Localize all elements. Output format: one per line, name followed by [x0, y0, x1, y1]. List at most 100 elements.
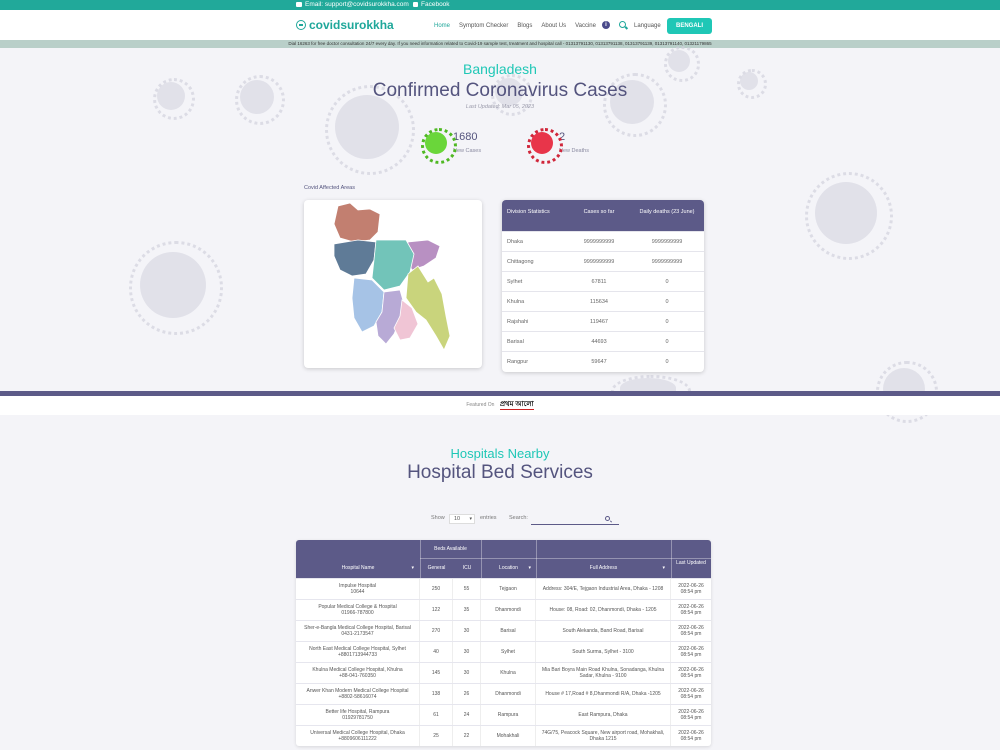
division-cases: 119467 [590, 318, 608, 325]
nav-blogs[interactable]: Blogs [517, 23, 533, 29]
entries-per-page-select[interactable]: 10 [449, 514, 475, 524]
nav-symptom-checker[interactable]: Symptom Checker [459, 23, 509, 29]
icu-header[interactable]: ICU [453, 565, 481, 571]
location-cell: Barisal [481, 621, 536, 641]
hospital-beds-table: Beds Available Hospital Name ▾ General I… [296, 540, 711, 746]
virus-decoration-icon [152, 77, 196, 121]
prothom-alo-logo[interactable]: প্রথম আলো [499, 400, 534, 410]
map-region-rangpur [333, 202, 381, 243]
division-deaths: 0 [665, 298, 669, 305]
updated-date: 2022-06-26 [678, 645, 704, 652]
address-cell: 74G/75, Peacock Square, New airport road… [536, 726, 671, 746]
location-header[interactable]: Location ▾ [481, 565, 536, 571]
affected-areas-map[interactable] [304, 200, 482, 368]
table-row: Universal Medical College Hospital, Dhak… [296, 725, 711, 746]
nav-home[interactable]: Home [434, 23, 451, 29]
division-cases: 67811 [591, 278, 607, 285]
table-row: Better life Hospital, Rampura 01929781750… [296, 704, 711, 725]
email-contact[interactable]: Email: support@covidsurokkha.com [296, 1, 409, 8]
main-navbar: covidsurokkha Home Symptom Checker Blogs… [0, 10, 1000, 40]
updated-time: 08:54 pm [680, 736, 702, 742]
full-address-header[interactable]: Full Address ▾ [536, 565, 671, 571]
location-cell: Sylhet [481, 642, 536, 662]
updated-date: 2022-06-26 [678, 729, 704, 736]
bengali-language-button[interactable]: BENGALI [667, 18, 712, 34]
general-beds-cell: 270 [420, 621, 453, 641]
section-divider [0, 391, 1000, 396]
hospital-phone: +8802-58616074 [338, 694, 377, 700]
icu-beds-cell: 26 [453, 684, 481, 704]
language-label[interactable]: Language [634, 23, 661, 29]
facebook-link[interactable]: Facebook [413, 1, 450, 8]
icu-beds-cell: 55 [453, 579, 481, 599]
hospital-name: Universal Medical College Hospital, Dhak… [310, 729, 405, 736]
sort-chevron-icon[interactable]: ▾ [411, 565, 414, 571]
hospital-table-header: Beds Available Hospital Name ▾ General I… [296, 540, 711, 578]
icu-beds-cell: 24 [453, 705, 481, 725]
nav-vaccine[interactable]: Vaccine [575, 23, 596, 29]
show-label: Show [431, 515, 445, 521]
hospitals-subtitle: Hospitals Nearby [450, 446, 550, 461]
division-row: Dhaka 9999999999 9999999999 [502, 231, 704, 251]
site-logo[interactable]: covidsurokkha [296, 18, 394, 32]
division-deaths: 9999999999 [651, 258, 683, 265]
location-cell: Mohakhali [481, 726, 536, 746]
table-row: Impulse Hospital 10644 250 55 Tejgaon Add… [296, 578, 711, 599]
hospital-name-cell: Anwer Khan Modern Medical College Hospit… [296, 684, 420, 704]
location-cell: Dhanmondi [481, 684, 536, 704]
bangladesh-map [333, 202, 451, 351]
header-label: Location [499, 565, 518, 571]
search-icon[interactable] [605, 516, 610, 521]
featured-label: Featured On [466, 402, 495, 408]
general-beds-cell: 145 [420, 663, 453, 683]
division-table-header: Division Statistics Cases so far Daily d… [502, 200, 704, 231]
hospital-search-input[interactable] [531, 514, 619, 525]
search-icon[interactable] [619, 21, 626, 28]
updated-time: 08:54 pm [680, 694, 702, 700]
nav-menu: Home Symptom Checker Blogs About Us Vacc… [434, 23, 605, 29]
logo-text: covidsurokkha [309, 18, 394, 32]
header-divider [420, 540, 421, 578]
division-row: Rangpur 59647 0 [502, 351, 704, 371]
sort-chevron-icon[interactable]: ▾ [528, 565, 531, 571]
table-row: Popular Medical College & Hospital 01966-… [296, 599, 711, 620]
new-deaths-label: New Deaths [559, 148, 589, 154]
updated-cell: 2022-06-26 08:54 pm [671, 726, 711, 746]
location-cell: Dhanmondi [481, 600, 536, 620]
updated-date: 2022-06-26 [678, 603, 704, 610]
hospital-name: Popular Medical College & Hospital [318, 603, 397, 610]
nav-about-us[interactable]: About Us [541, 23, 567, 29]
header-deaths: Daily deaths (23 June) [639, 209, 695, 215]
updated-date: 2022-06-26 [678, 708, 704, 715]
division-row: Khulna 115634 0 [502, 291, 704, 311]
red-virus-icon [527, 127, 563, 164]
hospital-name-cell: Better life Hospital, Rampura 01929781750 [296, 705, 420, 725]
location-cell: Tejgaon [481, 579, 536, 599]
updated-cell: 2022-06-26 08:54 pm [671, 684, 711, 704]
updated-time: 08:54 pm [680, 589, 702, 595]
hospital-name-cell: Sher-e-Bangla Medical College Hospital, … [296, 621, 420, 641]
last-updated-text: Last Updated: Mar 05, 2023 [465, 104, 535, 110]
country-heading: Bangladesh [463, 61, 537, 77]
division-name: Rajshahi [507, 318, 529, 325]
division-statistics-table: Division Statistics Cases so far Daily d… [502, 200, 704, 372]
hospital-phone: +8809606111222 [338, 736, 377, 742]
division-deaths: 9999999999 [651, 238, 683, 245]
general-header[interactable]: General [420, 565, 453, 571]
virus-decoration-icon [602, 72, 668, 138]
division-row: Sylhet 67811 0 [502, 271, 704, 291]
hotline-notice: Dial 16263 for free doctor consultation … [0, 40, 1000, 48]
header-label: ICU [462, 565, 472, 571]
sort-chevron-icon[interactable]: ▾ [662, 565, 665, 571]
last-updated-header[interactable]: Last Updated [671, 560, 711, 566]
division-cases: 115634 [590, 298, 608, 305]
updated-date: 2022-06-26 [678, 624, 704, 631]
map-region-khulna [375, 289, 405, 345]
info-icon[interactable]: i [602, 21, 610, 29]
division-deaths: 0 [665, 278, 669, 285]
general-beds-cell: 122 [420, 600, 453, 620]
hospital-name-header[interactable]: Hospital Name ▾ [296, 565, 420, 571]
map-region-dhaka [371, 239, 415, 291]
top-contact-bar: Email: support@covidsurokkha.com Faceboo… [0, 0, 1000, 10]
address-cell: Mia Bari Boyra Main Road Khulna, Sonadan… [536, 663, 671, 683]
